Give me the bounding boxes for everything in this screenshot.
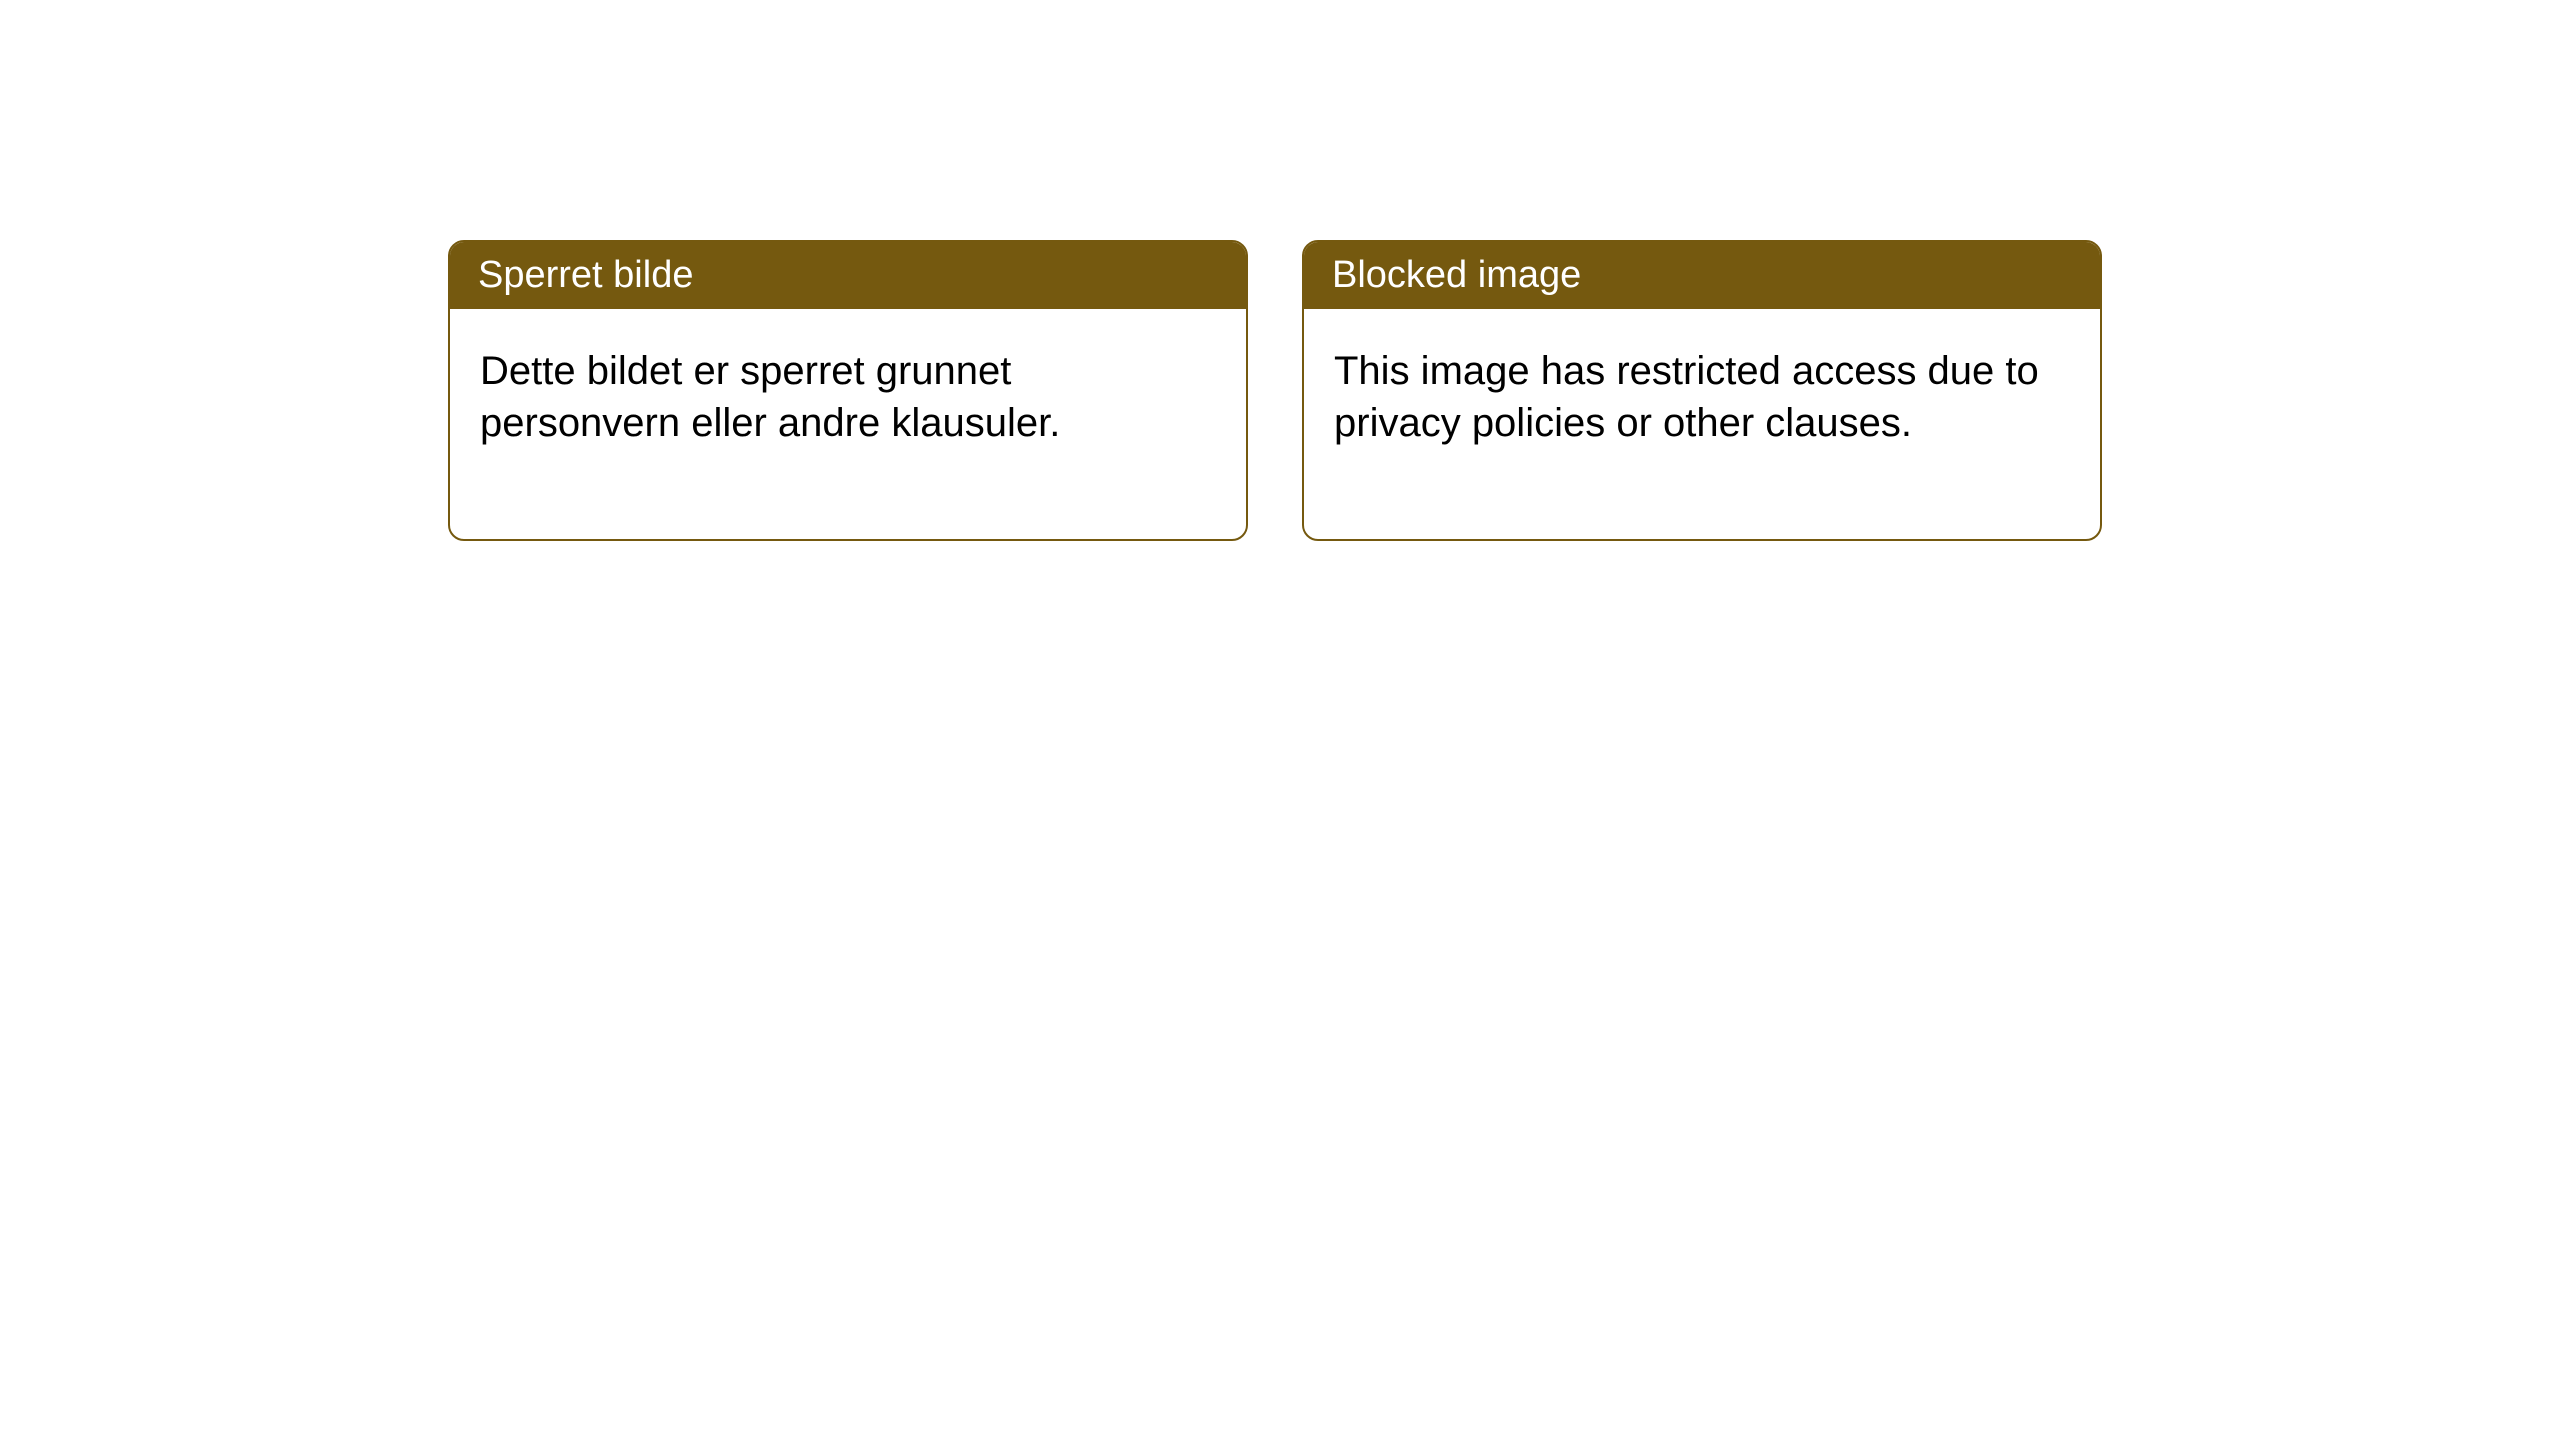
card-header-no: Sperret bilde	[450, 242, 1246, 309]
card-message-no: Dette bildet er sperret grunnet personve…	[480, 349, 1060, 445]
cards-container: Sperret bilde Dette bildet er sperret gr…	[0, 0, 2560, 541]
card-body-en: This image has restricted access due to …	[1304, 309, 2100, 539]
blocked-image-card-en: Blocked image This image has restricted …	[1302, 240, 2102, 541]
card-title-no: Sperret bilde	[478, 254, 693, 296]
card-header-en: Blocked image	[1304, 242, 2100, 309]
card-title-en: Blocked image	[1332, 254, 1581, 296]
card-body-no: Dette bildet er sperret grunnet personve…	[450, 309, 1246, 539]
card-message-en: This image has restricted access due to …	[1334, 349, 2039, 445]
blocked-image-card-no: Sperret bilde Dette bildet er sperret gr…	[448, 240, 1248, 541]
